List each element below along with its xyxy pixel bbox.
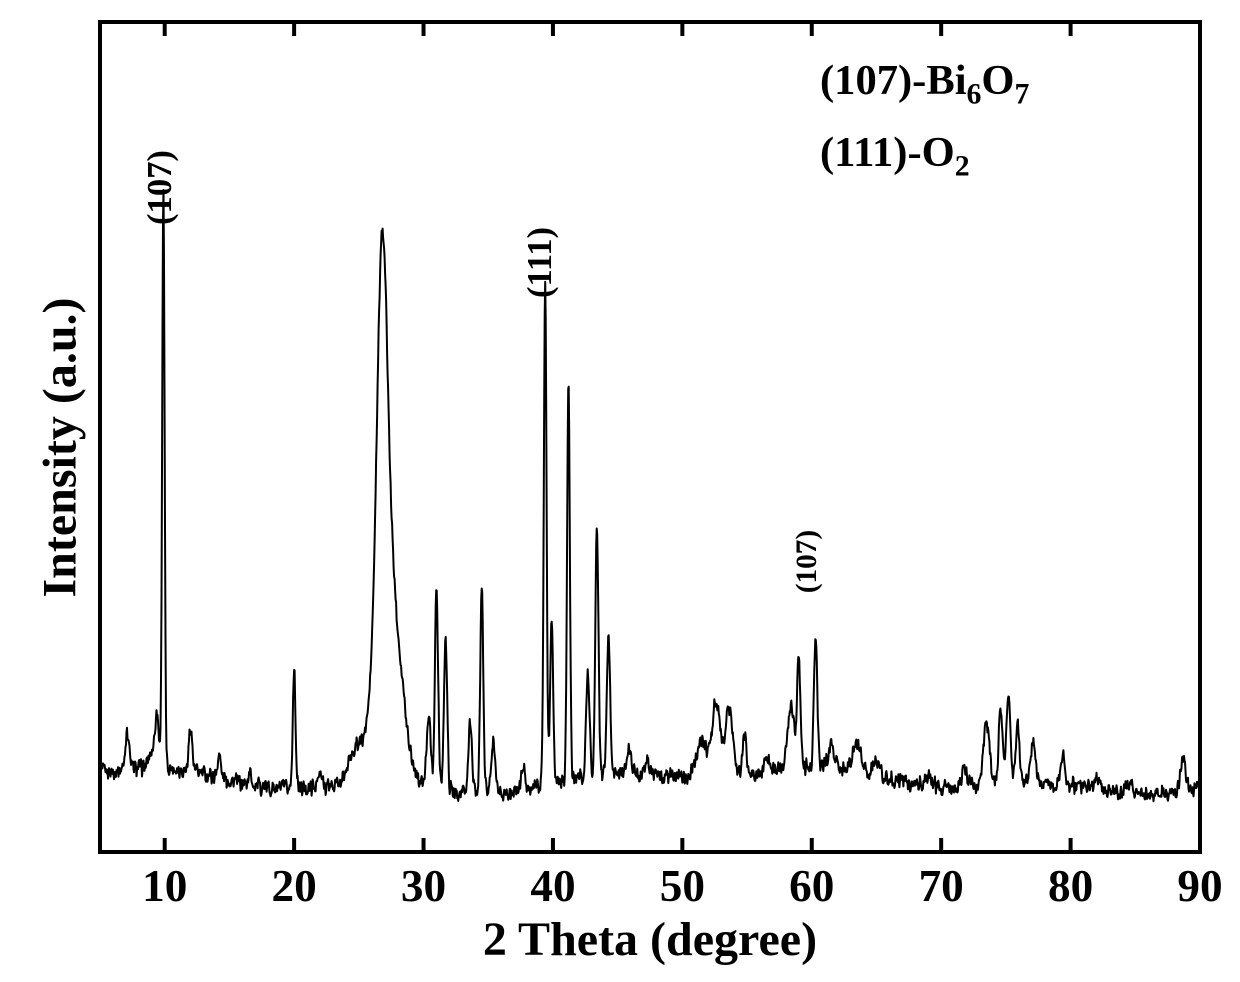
x-tick-label: 60 [789,860,834,912]
legend-entry: (111)-O2 [820,128,970,184]
x-tick-label: 40 [530,860,575,912]
xrd-chart-svg [0,0,1240,982]
x-tick-label: 80 [1048,860,1093,912]
legend-entry: (107)-Bi6O7 [820,56,1029,112]
x-tick-label: 30 [401,860,446,912]
x-axis-label: 2 Theta (degree) [430,912,870,967]
x-tick-label: 50 [660,860,705,912]
peak-label: (107) [141,150,180,225]
peak-label: (111) [521,227,560,298]
x-tick-label: 70 [919,860,964,912]
peak-label: (107) [791,530,824,593]
x-tick-label: 90 [1177,860,1222,912]
x-tick-label: 20 [272,860,317,912]
x-tick-label: 10 [142,860,187,912]
y-axis-label: Intensity (a.u.) [33,298,88,598]
xrd-figure: Intensity (a.u.) 2 Theta (degree) 10 20 30… [0,0,1240,982]
